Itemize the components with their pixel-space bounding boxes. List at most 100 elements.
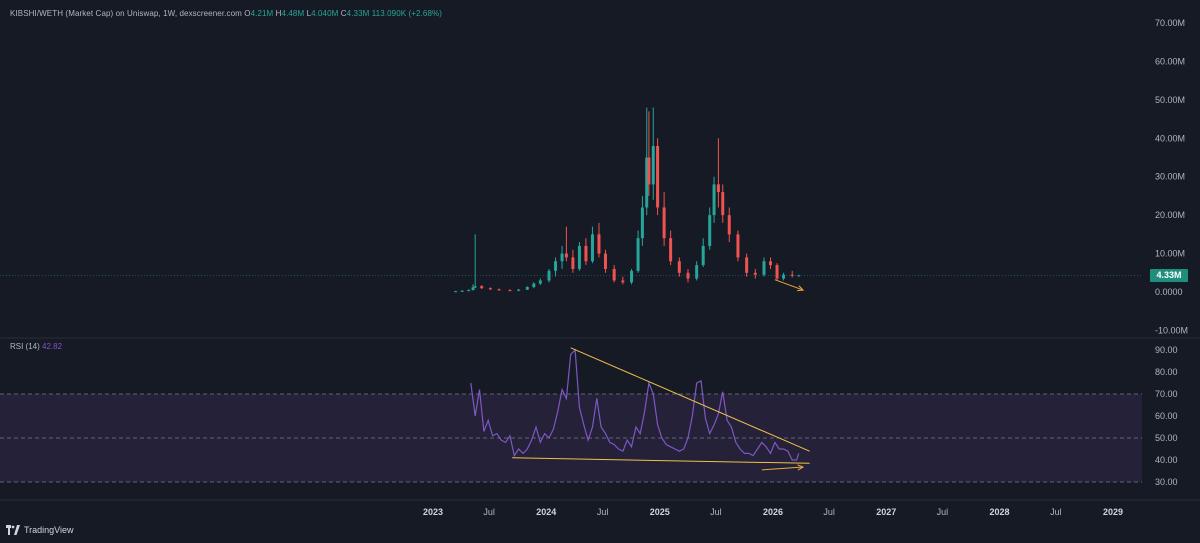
time-tick-label: 2029: [1103, 507, 1123, 517]
candle-body: [645, 157, 649, 208]
price-arrow: [774, 279, 804, 291]
rsi-tick-label: 50.00: [1155, 433, 1178, 443]
candle-body: [797, 275, 801, 277]
candle-body: [603, 253, 607, 269]
candle-body: [473, 286, 477, 288]
price-axis: 70.00M 60.00M 50.00M 40.00M 30.00M 20.00M 10.0…: [1155, 18, 1188, 335]
candle-body: [538, 280, 542, 284]
rsi-tick-label: 30.00: [1155, 477, 1178, 487]
open-label: O: [244, 9, 251, 18]
time-tick-label: Jul: [597, 507, 609, 517]
time-tick-label: 2024: [536, 507, 556, 517]
low-label: L: [306, 9, 312, 18]
candle-body: [762, 261, 766, 275]
price-tick-label: -10.00M: [1155, 325, 1188, 335]
candle-body: [621, 280, 625, 283]
candle-body: [584, 245, 588, 262]
price-tick-label: 60.00M: [1155, 56, 1185, 66]
candlestick-series: [0, 107, 1142, 293]
time-axis: 2023 Jul 2024 Jul 2025 Jul 2026 Jul 2027 Jul 2028 J…: [423, 507, 1123, 517]
candle-body: [662, 207, 666, 239]
candle-body: [701, 245, 705, 266]
time-tick-label: 2027: [876, 507, 896, 517]
candle-body: [480, 286, 484, 289]
open-value: 4.21M: [250, 9, 274, 18]
brand-label: TradingView: [24, 525, 74, 535]
candle-body: [782, 274, 786, 279]
candle-body: [636, 238, 640, 271]
candle-body: [651, 145, 655, 185]
candle-body: [695, 265, 699, 279]
candle-body: [736, 234, 740, 258]
candle-body: [656, 145, 660, 208]
candle-body: [454, 291, 458, 293]
candle-body: [669, 238, 673, 262]
candle-body: [745, 257, 749, 273]
close-label: C: [340, 9, 347, 18]
time-tick-label: Jul: [823, 507, 835, 517]
close-value: 4.33M: [346, 9, 370, 18]
time-tick-label: Jul: [937, 507, 949, 517]
candle-body: [708, 215, 712, 246]
candle-body: [564, 253, 568, 258]
candle-body: [460, 290, 464, 292]
rsi-trendline: [570, 347, 810, 452]
rsi-series: [470, 348, 800, 461]
candle-body: [677, 261, 681, 273]
price-tick-label: 0.0000: [1155, 287, 1183, 297]
tradingview-brand[interactable]: TradingView: [6, 525, 74, 535]
candle-body: [547, 270, 551, 281]
candle-body: [488, 288, 492, 290]
candle-body: [775, 265, 779, 279]
rsi-value: 42.82: [42, 342, 63, 351]
rsi-label: RSI (14): [10, 342, 40, 351]
time-tick-label: Jul: [1050, 507, 1062, 517]
rsi-trendline: [512, 457, 810, 464]
candle-body: [647, 157, 651, 185]
price-tick-label: 30.00M: [1155, 172, 1185, 182]
last-price-tag: 4.33M: [1150, 269, 1188, 282]
candle-body: [571, 257, 575, 269]
candle-body: [640, 207, 644, 239]
rsi-tick-label: 70.00: [1155, 389, 1178, 399]
rsi-axis: 90.00 80.00 70.00 60.00 50.00 40.00 30.00: [1155, 345, 1178, 487]
price-tick-label: 10.00M: [1155, 249, 1185, 259]
candle-body: [712, 184, 716, 216]
candle-body: [560, 253, 564, 262]
candle-body: [517, 289, 521, 291]
symbol-legend: KIBSHI/WETH (Market Cap) on Uniswap, 1W,…: [10, 9, 442, 18]
rsi-tick-label: 80.00: [1155, 367, 1178, 377]
candle-body: [532, 283, 536, 288]
candle-body: [630, 270, 634, 283]
time-tick-label: Jul: [710, 507, 722, 517]
price-tick-label: 20.00M: [1155, 210, 1185, 220]
high-label: H: [275, 9, 282, 18]
candle-body: [497, 289, 501, 291]
candle-body: [590, 234, 594, 262]
rsi-tick-label: 60.00: [1155, 411, 1178, 421]
candle-body: [471, 287, 475, 291]
price-tick-label: 40.00M: [1155, 133, 1185, 143]
candle-body: [612, 268, 616, 281]
candle-body: [597, 234, 601, 254]
candle-body: [716, 184, 720, 193]
candle-body: [727, 215, 731, 235]
rsi-arrow: [761, 466, 804, 471]
time-tick-label: 2025: [650, 507, 670, 517]
time-tick-label: 2028: [989, 507, 1009, 517]
time-tick-label: Jul: [483, 507, 495, 517]
price-tick-label: 70.00M: [1155, 18, 1185, 28]
candle-body: [508, 290, 512, 292]
candle-body: [769, 261, 773, 266]
rsi-tick-label: 90.00: [1155, 345, 1178, 355]
time-tick-label: 2023: [423, 507, 443, 517]
rsi-legend: RSI (14) 42.82: [10, 342, 62, 351]
candle-body: [753, 272, 757, 275]
candle-body: [721, 192, 725, 216]
change-value: 113.090K (+2.68%): [371, 9, 442, 18]
symbol-title: KIBSHI/WETH (Market Cap) on Uniswap, 1W,…: [10, 9, 242, 18]
rsi-tick-label: 40.00: [1155, 455, 1178, 465]
candle-body: [554, 261, 558, 271]
candle-body: [467, 290, 471, 292]
